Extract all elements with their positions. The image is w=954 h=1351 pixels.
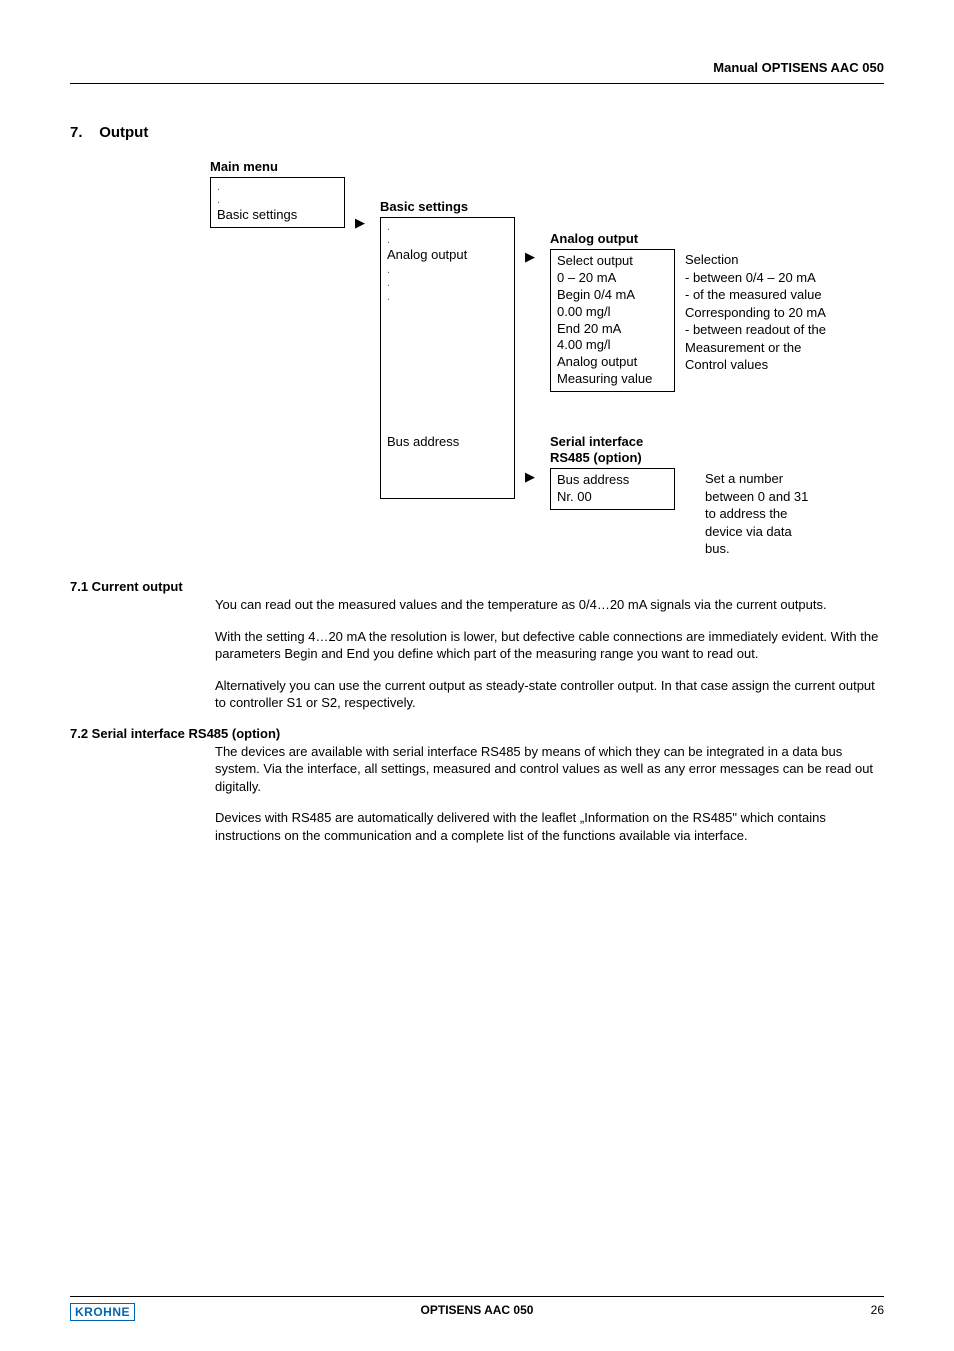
analog-line: Select output [557,253,668,270]
serial-label-b: RS485 (option) [550,450,642,465]
paragraph: Devices with RS485 are automatically del… [215,809,884,844]
paragraph: The devices are available with serial in… [215,743,884,796]
desc-line: - of the measured value [685,286,875,304]
desc-line: between 0 and 31 [705,488,855,506]
main-menu-box: . . Basic settings [210,177,345,228]
footer-title: OPTISENS AAC 050 [70,1303,884,1317]
subsection-heading: 7.1 Current output [70,579,884,594]
section-title: Output [99,124,148,141]
body-text: You can read out the measured values and… [215,596,884,712]
serial-label-a: Serial interface [550,434,643,449]
dots: . [387,234,508,247]
paragraph: With the setting 4…20 mA the resolution … [215,628,884,663]
serial-box: Bus address Nr. 00 [550,468,675,510]
paragraph: You can read out the measured values and… [215,596,884,614]
paragraph: Alternatively you can use the current ou… [215,677,884,712]
main-menu-item: Basic settings [217,207,338,224]
dots: . [387,291,508,304]
desc-line: bus. [705,540,855,558]
analog-line: Measuring value [557,371,668,388]
analog-output-item: Analog output [387,247,508,264]
basic-settings-label: Basic settings [380,199,468,214]
desc-line: device via data [705,523,855,541]
desc-line: Corresponding to 20 mA [685,304,875,322]
basic-settings-box: . . Analog output . . . Bus address [380,217,515,499]
analog-line: 0.00 mg/l [557,304,668,321]
arrow-icon: ▶ [525,469,535,485]
desc-line: - between 0/4 – 20 mA [685,269,875,287]
serial-line: Bus address [557,472,668,489]
arrow-icon: ▶ [355,215,365,231]
analog-line: 0 – 20 mA [557,270,668,287]
subsection-heading: 7.2 Serial interface RS485 (option) [70,726,884,741]
spacer [387,304,508,434]
serial-line: Nr. 00 [557,489,668,506]
subsection-7-1: 7.1 Current output You can read out the … [70,579,884,712]
dots: . [217,194,338,207]
bus-address-item: Bus address [387,434,508,451]
desc-line: Selection [685,251,875,269]
subsection-7-2: 7.2 Serial interface RS485 (option) The … [70,726,884,845]
desc-line: - between readout of the [685,321,875,339]
dots: . [387,264,508,277]
dots: . [217,181,338,194]
desc-line: Control values [685,356,875,374]
analog-desc: Selection - between 0/4 – 20 mA - of the… [685,251,875,374]
analog-line: Begin 0/4 mA [557,287,668,304]
analog-output-label: Analog output [550,231,638,246]
serial-desc: Set a number between 0 and 31 to address… [705,470,855,558]
analog-output-box: Select output 0 – 20 mA Begin 0/4 mA 0.0… [550,249,675,392]
menu-diagram: Main menu . . Basic settings ▶ Basic set… [210,159,884,579]
section-heading: 7. Output [70,124,884,141]
header: Manual OPTISENS AAC 050 [70,50,884,84]
arrow-icon: ▶ [525,249,535,265]
analog-line: End 20 mA [557,321,668,338]
body-text: The devices are available with serial in… [215,743,884,845]
analog-line: 4.00 mg/l [557,337,668,354]
header-title: Manual OPTISENS AAC 050 [713,60,884,75]
page: Manual OPTISENS AAC 050 7. Output Main m… [0,0,954,1351]
dots: . [387,277,508,290]
footer: KROHNE OPTISENS AAC 050 26 [70,1296,884,1321]
desc-line: Set a number [705,470,855,488]
section-number: 7. [70,124,83,141]
page-number: 26 [871,1303,884,1317]
desc-line: to address the [705,505,855,523]
dots: . [387,221,508,234]
desc-line: Measurement or the [685,339,875,357]
analog-line: Analog output [557,354,668,371]
main-menu-label: Main menu [210,159,278,174]
